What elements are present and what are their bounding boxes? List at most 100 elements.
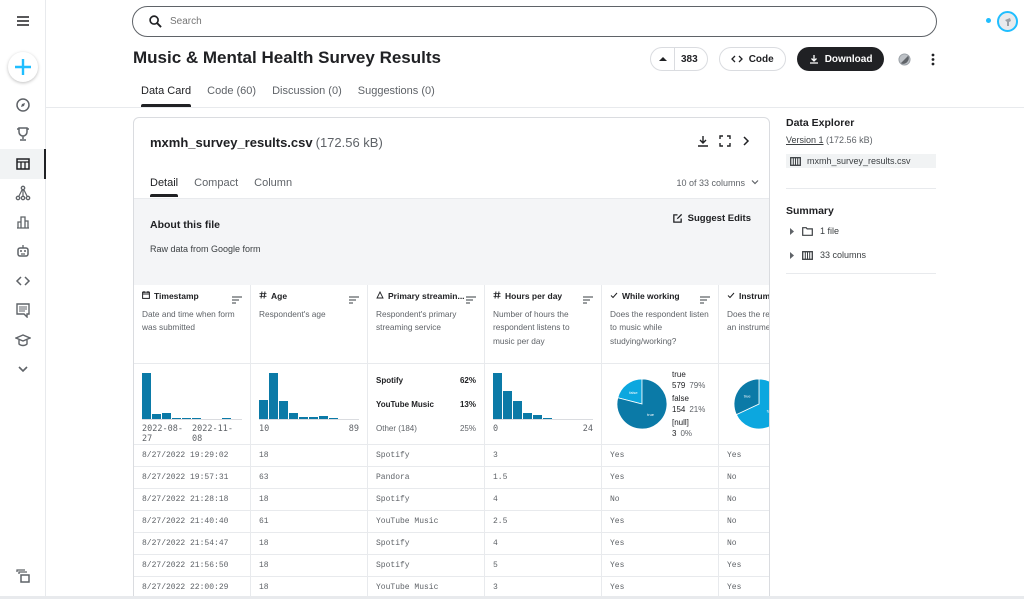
search-input[interactable] — [170, 16, 870, 27]
table-cell: Pandora — [368, 467, 484, 489]
column-header[interactable]: While working Does the respondent listen … — [602, 285, 718, 364]
summary-item-files[interactable]: 1 file — [790, 221, 936, 241]
histogram-bar[interactable] — [162, 413, 172, 419]
pie-slice-true[interactable] — [616, 378, 668, 430]
trophy-icon[interactable] — [0, 121, 46, 147]
upvote-count: 383 — [681, 53, 698, 65]
theme-toggle-button[interactable] — [895, 50, 913, 68]
code-icon[interactable] — [0, 268, 46, 294]
code-button[interactable]: Code — [718, 47, 786, 71]
explorer-file-item[interactable]: mxmh_survey_results.csv — [786, 154, 936, 168]
version-size: (172.56 kB) — [826, 135, 873, 145]
sort-icon[interactable] — [700, 291, 710, 309]
avatar[interactable] — [997, 11, 1018, 32]
column-header[interactable]: Timestamp Date and time when form was sub… — [134, 285, 250, 364]
search-bar[interactable] — [132, 6, 937, 37]
histogram-bar[interactable] — [259, 399, 269, 419]
copy-icon[interactable] — [0, 563, 46, 589]
histogram-bar[interactable] — [269, 373, 279, 419]
table-cell: Yes — [602, 555, 718, 577]
table-column: Age Respondent's age 10 89 18 63 18 61 18 18 18 — [251, 285, 368, 598]
histogram-bar[interactable] — [142, 373, 152, 419]
table-cell: 5 — [485, 555, 601, 577]
left-sidebar — [0, 0, 46, 599]
histogram-bar[interactable] — [523, 413, 533, 419]
columns-icon — [802, 250, 813, 260]
histogram-bar[interactable] — [222, 418, 232, 419]
histogram-bar[interactable] — [533, 415, 543, 419]
suggest-edits-button[interactable]: Suggest Edits — [672, 213, 751, 224]
create-button[interactable] — [8, 52, 38, 82]
pie-slice-true[interactable] — [733, 378, 760, 416]
table-cell: 18 — [251, 555, 367, 577]
column-summary-chart: 0 24 — [485, 364, 601, 445]
table-cell: Spotify — [368, 555, 484, 577]
histogram-bar[interactable] — [503, 391, 513, 419]
version-link[interactable]: Version 1 — [786, 135, 824, 145]
download-button[interactable]: Download — [796, 47, 885, 71]
fullscreen-icon[interactable] — [719, 135, 731, 147]
upvote-button[interactable] — [651, 48, 675, 70]
histogram-bar[interactable] — [279, 400, 289, 419]
tab-data-card[interactable]: Data Card — [133, 78, 199, 107]
table-cell: 3 — [485, 577, 601, 598]
table-column: Timestamp Date and time when form was sub… — [134, 285, 251, 598]
more-options-button[interactable] — [924, 50, 942, 68]
pie-slice-label: false — [767, 409, 770, 414]
table-cell: YouTube Music — [368, 577, 484, 598]
column-header[interactable]: Instrumentalist Does the respondent play … — [719, 285, 769, 364]
code-button-label: Code — [748, 53, 774, 65]
histogram-bar[interactable] — [543, 417, 553, 419]
chevron-down-icon[interactable] — [0, 356, 46, 382]
column-header[interactable]: Age Respondent's age — [251, 285, 367, 364]
table-icon[interactable] — [0, 149, 46, 179]
comments-icon[interactable] — [0, 297, 46, 323]
menu-icon[interactable] — [0, 8, 46, 34]
robot-icon[interactable] — [0, 238, 46, 264]
tab-column[interactable]: Column — [254, 177, 293, 189]
compass-icon[interactable] — [0, 92, 46, 118]
tab-detail[interactable]: Detail — [142, 177, 186, 197]
column-header[interactable]: Hours per day Number of hours the respond… — [485, 285, 601, 364]
tab-discussion[interactable]: Discussion (0) — [272, 85, 342, 97]
histogram-bar[interactable] — [152, 414, 162, 419]
sort-icon[interactable] — [349, 291, 359, 309]
column-header[interactable]: Primary streamin... Respondent's primary … — [368, 285, 484, 364]
column-name-text: Primary streamin... — [388, 291, 465, 301]
sort-icon[interactable] — [466, 291, 476, 309]
histogram-bar[interactable] — [513, 400, 523, 419]
tab-compact[interactable]: Compact — [194, 177, 239, 189]
divider — [786, 188, 936, 189]
graduation-cap-icon[interactable] — [0, 327, 46, 353]
histogram-bar[interactable] — [299, 416, 309, 419]
calendar-icon — [142, 291, 150, 301]
table-cell: 1.5 — [485, 467, 601, 489]
column-count-dropdown[interactable]: 10 of 33 columns — [676, 178, 759, 188]
summary-item-columns[interactable]: 33 columns — [790, 245, 936, 265]
bar-chart-icon[interactable] — [0, 209, 46, 235]
pie-slice-false[interactable] — [735, 378, 770, 430]
histogram-bar[interactable] — [192, 417, 202, 419]
histogram-bar[interactable] — [309, 417, 319, 419]
histogram-bar[interactable] — [289, 413, 299, 419]
category-percent: 13% — [459, 400, 476, 409]
histogram-bar[interactable] — [172, 417, 182, 419]
column-summary-chart: 2022-08-27 2022-11-08 — [134, 364, 250, 445]
tab-code[interactable]: Code (60) — [207, 85, 257, 97]
sort-icon[interactable] — [583, 291, 593, 309]
histogram-bar[interactable] — [182, 418, 192, 419]
hash-icon — [259, 291, 267, 301]
histogram-bar[interactable] — [493, 373, 503, 419]
horizontal-scrollbar[interactable] — [0, 596, 1024, 599]
sort-icon[interactable] — [232, 291, 242, 309]
histogram-bar[interactable] — [329, 418, 339, 419]
category-row: YouTube Music 13% — [376, 400, 476, 409]
histogram-bar[interactable] — [319, 416, 329, 419]
tab-suggestions[interactable]: Suggestions (0) — [357, 85, 435, 97]
download-file-icon[interactable] — [697, 135, 709, 147]
models-icon[interactable] — [0, 180, 46, 206]
table-cell: YouTube Music — [368, 511, 484, 533]
table-cell: Yes — [602, 445, 718, 467]
divider — [786, 273, 936, 274]
chevron-right-icon[interactable] — [741, 135, 751, 147]
